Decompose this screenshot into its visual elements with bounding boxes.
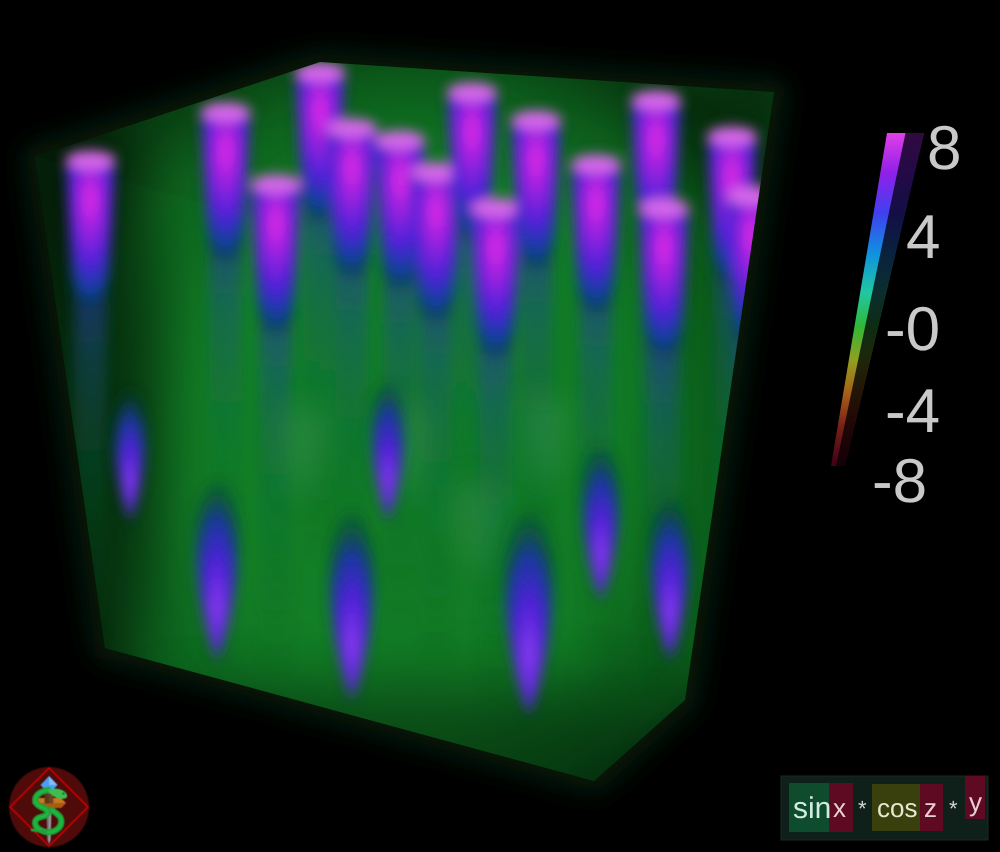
svg-text:sin: sin: [793, 792, 831, 825]
svg-text:-0: -0: [885, 295, 940, 364]
svg-text:-4: -4: [885, 377, 940, 446]
svg-text:x: x: [833, 793, 846, 823]
svg-text:*: *: [858, 796, 867, 821]
svg-text:4: 4: [906, 203, 940, 272]
svg-text:*: *: [949, 796, 958, 821]
svg-text:-8: -8: [872, 447, 927, 516]
svg-text:8: 8: [927, 114, 961, 183]
svg-text:z: z: [924, 793, 937, 823]
svg-text:y: y: [969, 787, 982, 817]
svg-text:cos: cos: [877, 793, 917, 823]
